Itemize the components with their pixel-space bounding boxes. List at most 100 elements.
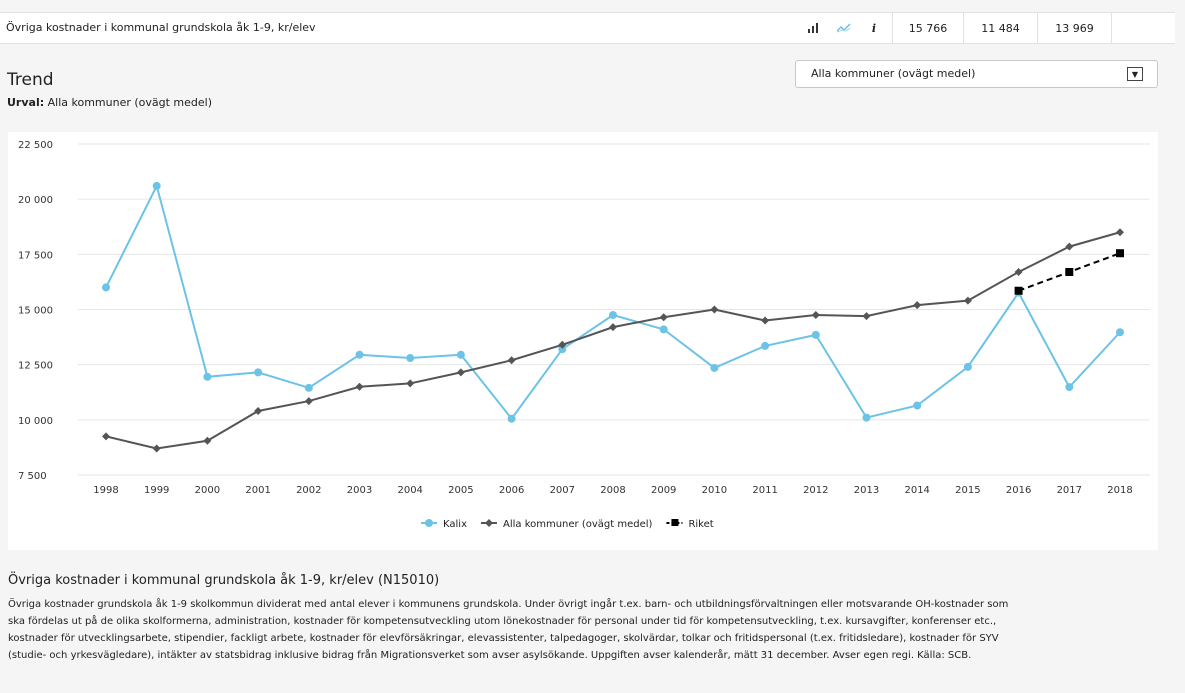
legend-label: Alla kommuner (ovägt medel): [503, 519, 653, 530]
line-chart-icon[interactable]: [830, 13, 858, 43]
data-point: [710, 305, 719, 314]
selection-label: Urval: Alla kommuner (ovägt medel): [7, 96, 212, 109]
y-tick-label: 15 000: [18, 306, 53, 317]
x-tick-label: 2012: [803, 485, 828, 496]
data-point: [963, 362, 972, 371]
data-point: [1065, 267, 1074, 276]
municipality-select[interactable]: Alla kommuner (ovägt medel) ▼: [795, 60, 1158, 88]
select-value: Alla kommuner (ovägt medel): [811, 67, 976, 80]
data-point: [304, 383, 313, 392]
urval-value: Alla kommuner (ovägt medel): [47, 96, 213, 109]
description-line: kostnader för utvecklingsarbete, stipend…: [8, 633, 999, 644]
data-point: [1116, 249, 1124, 258]
y-tick-label: 12 500: [18, 361, 53, 372]
data-point: [456, 368, 465, 377]
description-text: Övriga kostnader grundskola åk 1-9 skolk…: [8, 596, 1158, 664]
data-point: [1116, 228, 1124, 237]
description-line: Övriga kostnader grundskola åk 1-9 skolk…: [8, 599, 1009, 610]
urval-label: Urval:: [7, 96, 45, 109]
x-tick-label: 1998: [93, 485, 118, 496]
description-title: Övriga kostnader i kommunal grundskola å…: [8, 573, 440, 588]
data-point: [913, 301, 922, 310]
y-tick-label: 7 500: [18, 471, 47, 482]
data-point: [1065, 242, 1074, 251]
data-point: [609, 311, 617, 320]
data-point: [558, 340, 567, 349]
data-point: [1116, 328, 1124, 337]
data-point: [761, 341, 770, 350]
x-tick-label: 2010: [702, 485, 727, 496]
x-tick-label: 2011: [752, 485, 777, 496]
y-tick-label: 10 000: [18, 416, 53, 427]
chart-container: 7 500 10 000 12 500 15 000 17 500 20 000 22 50…: [8, 132, 1158, 550]
data-point: [609, 323, 617, 332]
data-point: [203, 436, 212, 445]
trend-heading: Trend: [7, 70, 54, 90]
data-point: [1014, 286, 1023, 295]
data-point: [456, 350, 465, 359]
legend-marker: [671, 519, 679, 526]
trend-chart: 7 500 10 000 12 500 15 000 17 500 20 000 22 50…: [18, 140, 1150, 530]
x-tick-label: 2009: [651, 485, 676, 496]
data-point: [659, 325, 668, 334]
series-line: [105, 231, 1121, 450]
data-point: [406, 379, 415, 388]
legend-label: Riket: [688, 519, 713, 530]
data-point: [1065, 383, 1074, 392]
description-line: ska fördelas ut på de olika skolformerna…: [8, 616, 997, 627]
data-point: [304, 397, 313, 406]
x-tick-label: 2003: [347, 485, 372, 496]
value-average: 11 484: [963, 13, 1037, 43]
legend-marker: [484, 519, 493, 527]
y-tick-label: 22 500: [18, 140, 53, 151]
x-tick-label: 2015: [955, 485, 980, 496]
info-icon[interactable]: i: [871, 21, 877, 35]
value-kalix: 15 766: [892, 13, 963, 43]
x-tick-label: 2002: [296, 485, 321, 496]
data-point: [963, 296, 972, 305]
description-line: (studie- och yrkesvägledare), intäkter a…: [8, 650, 972, 661]
legend-marker: [425, 519, 433, 527]
data-point: [1014, 267, 1023, 276]
data-point: [355, 350, 364, 359]
x-tick-label: 2013: [854, 485, 879, 496]
kpi-title: Övriga kostnader i kommunal grundskola å…: [6, 21, 316, 34]
data-point: [558, 345, 567, 354]
x-tick-label: 2016: [1006, 485, 1031, 496]
legend-label: Kalix: [443, 519, 467, 530]
data-point: [710, 363, 719, 372]
data-point: [761, 316, 770, 325]
data-point: [203, 372, 212, 381]
data-point: [152, 444, 161, 453]
data-point: [913, 401, 922, 410]
x-tick-label: 2000: [195, 485, 220, 496]
data-point: [811, 311, 820, 320]
data-point: [507, 414, 516, 423]
x-tick-label: 2007: [550, 485, 575, 496]
bar-chart-icon[interactable]: [800, 13, 828, 43]
data-point: [862, 413, 871, 422]
x-tick-label: 2005: [448, 485, 473, 496]
data-point: [659, 313, 668, 322]
data-point: [102, 283, 110, 292]
x-tick-label: 2018: [1107, 485, 1132, 496]
x-tick-label: 1999: [144, 485, 169, 496]
value-riket: 13 969: [1037, 13, 1111, 43]
y-tick-label: 20 000: [18, 195, 53, 206]
x-tick-label: 2006: [499, 485, 524, 496]
data-point: [355, 382, 364, 391]
data-point: [862, 312, 871, 321]
empty-cell: [1111, 13, 1176, 43]
data-point: [254, 407, 263, 416]
x-tick-label: 2017: [1057, 485, 1082, 496]
data-point: [102, 432, 110, 441]
y-tick-label: 17 500: [18, 250, 53, 261]
data-point: [152, 181, 161, 190]
x-tick-label: 2001: [245, 485, 270, 496]
data-point: [406, 354, 415, 363]
x-tick-label: 2008: [600, 485, 625, 496]
data-point: [811, 330, 820, 339]
chevron-down-icon[interactable]: ▼: [1127, 67, 1143, 81]
x-tick-label: 2014: [904, 485, 929, 496]
data-point: [507, 356, 516, 365]
